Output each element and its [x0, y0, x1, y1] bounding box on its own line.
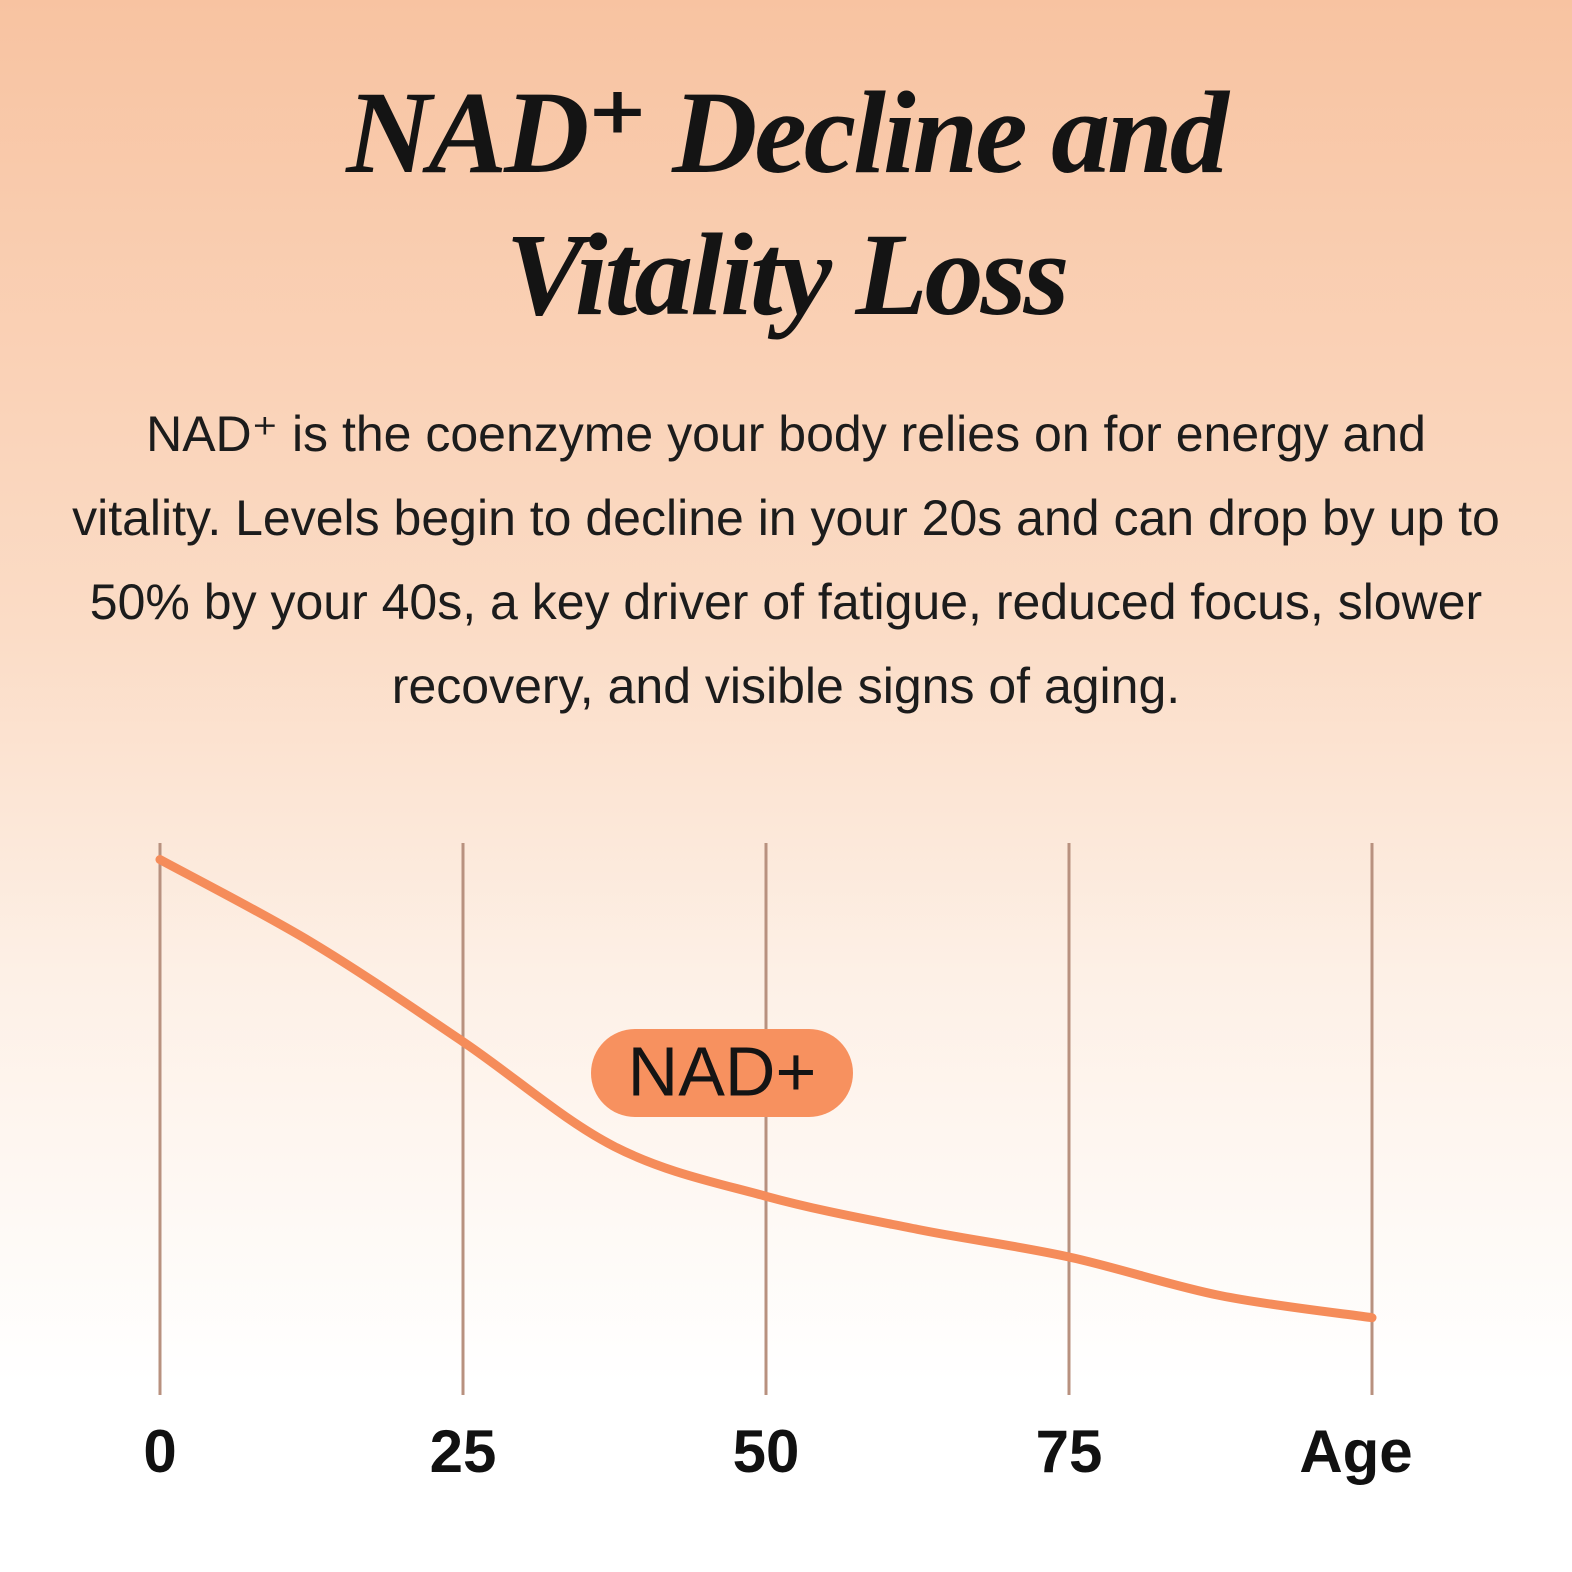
x-tick-label: 50 [733, 1418, 800, 1485]
x-tick-label: 75 [1036, 1418, 1103, 1485]
data-line [155, 855, 1377, 1323]
x-tick-label: 0 [143, 1418, 176, 1485]
chart-title: NAD⁺ Decline and Vitality Loss [346, 67, 1229, 340]
x-tick-label: 25 [430, 1418, 497, 1485]
annotation-pill [591, 1029, 853, 1117]
annotation: NAD+ [628, 1032, 817, 1110]
chart-subtitle: NAD⁺ is the coenzyme your body relies on… [72, 406, 1500, 714]
x-tick-label: Age [1299, 1418, 1412, 1485]
